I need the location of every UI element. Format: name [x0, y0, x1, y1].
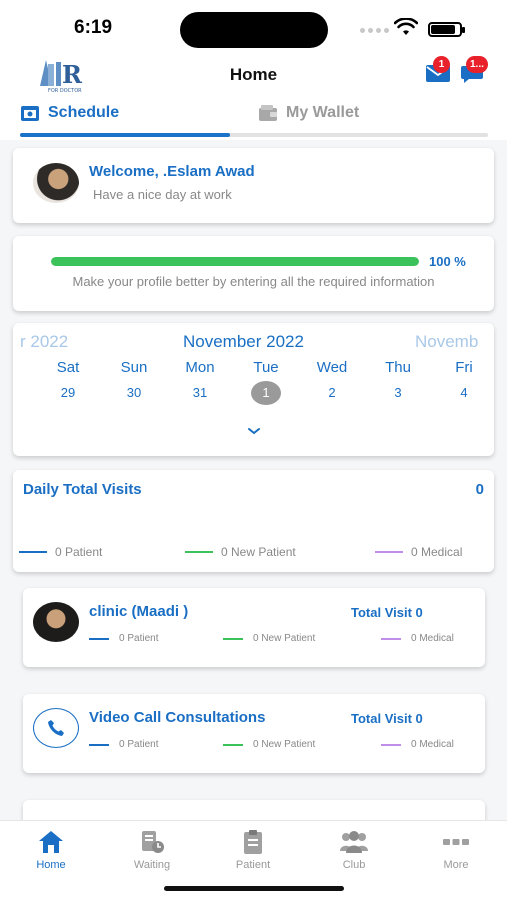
- welcome-greeting: Welcome, .Eslam Awad: [89, 163, 255, 180]
- day-name: Sat: [56, 359, 80, 376]
- legend-patient: 0 Patient: [19, 545, 102, 559]
- more-icon: [443, 839, 469, 845]
- app-logo: R FOR DOCTOR: [40, 60, 83, 94]
- legend-line-medical: [375, 551, 403, 553]
- phone-icon: [48, 720, 64, 736]
- clinic-name: clinic (Maadi ): [89, 603, 189, 620]
- profile-progress-message: Make your profile better by entering all…: [72, 274, 435, 289]
- calendar-date[interactable]: 4: [460, 385, 468, 400]
- battery-icon: [428, 22, 465, 37]
- legend-patient: 0 Patient: [89, 633, 158, 644]
- messages-badge: 1: [433, 56, 450, 73]
- legend-new-patient: 0 New Patient: [223, 739, 315, 750]
- clinic-avatar: [33, 602, 79, 642]
- svg-text:R: R: [62, 60, 83, 89]
- svg-text:FOR DOCTOR: FOR DOCTOR: [48, 88, 82, 94]
- legend-line-patient: [19, 551, 47, 553]
- daily-visits-card: Daily Total Visits 0 0 Patient 0 New Pat…: [13, 470, 494, 572]
- wallet-icon: [259, 105, 277, 121]
- nav-patient[interactable]: Patient: [213, 829, 293, 871]
- wifi-icon: [394, 18, 418, 35]
- calendar-day-names: Sat Sun Mon Tue Wed Thu Fri: [35, 359, 494, 376]
- status-time: 6:19: [74, 17, 113, 38]
- chevron-down-icon[interactable]: [247, 426, 261, 436]
- clinic-card-video-consultations[interactable]: Video Call Consultations Total Visit 0 0…: [23, 694, 485, 773]
- notifications-button[interactable]: 1...: [460, 56, 488, 86]
- home-indicator: [164, 886, 344, 891]
- calendar-next-month[interactable]: Novemb: [415, 332, 479, 351]
- home-icon: [39, 831, 63, 853]
- profile-progress-percent: 100 %: [429, 254, 466, 269]
- tab-my-wallet-label: My Wallet: [286, 104, 360, 121]
- profile-progress-fill: [51, 257, 419, 266]
- legend-line-new-patient: [185, 551, 213, 553]
- tab-my-wallet[interactable]: My Wallet: [258, 100, 359, 126]
- day-name: Fri: [455, 359, 473, 376]
- clinic-card-maadi[interactable]: clinic (Maadi ) Total Visit 0 0 Patient …: [23, 588, 485, 667]
- group-icon: [340, 831, 368, 853]
- tab-bar: Schedule My Wallet: [0, 96, 507, 140]
- calendar-date[interactable]: 29: [60, 385, 76, 400]
- calendar-date[interactable]: 31: [192, 385, 208, 400]
- calendar-current-month: November 2022: [183, 332, 304, 351]
- welcome-card: Welcome, .Eslam Awad Have a nice day at …: [13, 148, 494, 223]
- nav-club[interactable]: Club: [314, 829, 394, 871]
- day-name: Thu: [385, 359, 411, 376]
- legend-new-patient: 0 New Patient: [185, 545, 296, 559]
- signal-icon: [360, 28, 389, 33]
- status-bar: 6:19: [0, 0, 507, 56]
- calendar-date[interactable]: 3: [394, 385, 402, 400]
- legend-patient: 0 Patient: [89, 739, 158, 750]
- clinic-name: Video Call Consultations: [89, 709, 266, 726]
- tab-indicator-track: [20, 133, 488, 137]
- legend-medical: 0 Medical: [375, 545, 462, 559]
- notifications-badge: 1...: [466, 56, 488, 73]
- nav-home[interactable]: Home: [11, 829, 91, 871]
- tab-indicator: [20, 133, 230, 137]
- app-header: R FOR DOCTOR Home 1 1...: [0, 56, 507, 96]
- profile-progress-bar: [51, 257, 419, 266]
- tab-schedule[interactable]: Schedule: [20, 100, 119, 126]
- legend-new-patient: 0 New Patient: [223, 633, 315, 644]
- clipboard-icon: [244, 830, 262, 854]
- phone-icon-circle: [33, 708, 79, 748]
- calendar-icon: [21, 106, 39, 121]
- tab-schedule-label: Schedule: [48, 104, 120, 121]
- day-name: Tue: [253, 359, 279, 376]
- calendar-prev-month[interactable]: r 2022: [20, 332, 69, 351]
- day-name: Mon: [185, 359, 215, 376]
- legend-medical: 0 Medical: [381, 739, 454, 750]
- profile-completion-card[interactable]: 100 % Make your profile better by enteri…: [13, 236, 494, 311]
- calendar-date[interactable]: 30: [126, 385, 142, 400]
- welcome-subtitle: Have a nice day at work: [93, 187, 232, 202]
- clinic-total-visits: Total Visit 0: [351, 711, 423, 726]
- daily-visits-title: Daily Total Visits: [23, 481, 142, 498]
- calendar-date-selected[interactable]: 1: [233, 381, 299, 405]
- nav-waiting[interactable]: Waiting: [112, 829, 192, 871]
- waiting-icon: [142, 831, 164, 853]
- calendar-dates: 29 30 31 1 2 3 4: [35, 381, 494, 405]
- calendar-card: r 2022 November 2022 Novemb Sat Sun Mon …: [13, 323, 494, 456]
- daily-visits-total: 0: [475, 481, 484, 498]
- legend-medical: 0 Medical: [381, 633, 454, 644]
- avatar: [33, 163, 79, 203]
- day-name: Wed: [316, 359, 348, 376]
- day-name: Sun: [120, 359, 148, 376]
- page-title: Home: [229, 65, 278, 84]
- nav-more[interactable]: More: [416, 829, 496, 871]
- dynamic-island: [180, 12, 328, 48]
- clinic-total-visits: Total Visit 0: [351, 605, 423, 620]
- calendar-date[interactable]: 2: [328, 385, 336, 400]
- messages-button[interactable]: 1: [425, 56, 453, 86]
